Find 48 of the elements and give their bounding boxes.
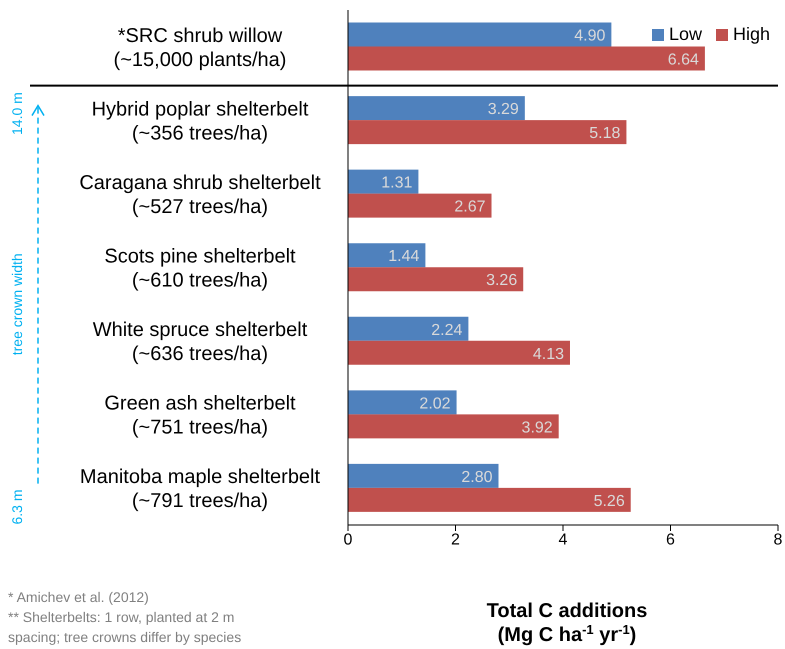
data-label: 6.64 <box>668 52 699 69</box>
text: * Amichev et al. (2012) <box>8 589 149 605</box>
y-tick-label: White spruce shelterbelt (~636 trees/ha) <box>92 319 308 366</box>
bar <box>348 22 612 47</box>
y-tick-label: *SRC shrub willow (~15,000 plants/ha) <box>114 24 286 71</box>
data-label: 2.67 <box>454 198 486 216</box>
bar <box>348 170 418 194</box>
data-label: 1.31 <box>381 174 413 192</box>
legend-label: Low <box>668 24 702 45</box>
data-label: 2.80 <box>461 468 493 486</box>
data-label: 2.02 <box>419 395 451 412</box>
data-label: 5.18 <box>589 125 621 142</box>
bar <box>348 340 570 365</box>
bar <box>348 243 426 268</box>
bar <box>348 488 631 512</box>
bar <box>348 46 705 71</box>
y-tick-label: Manitoba maple shelterbelt (~791 trees/ha) <box>80 466 321 512</box>
x-tick-label: 6 <box>666 531 676 548</box>
x-axis-title: Total C additions (Mg C ha$^{-1}$ yr$^{-1}$) <box>486 600 648 646</box>
data-label: 5.26 <box>594 492 625 510</box>
text: 6.3 m <box>9 489 25 525</box>
data-label: 1.44 <box>388 248 420 266</box>
x-tick-label: 2 <box>451 531 460 548</box>
data-label: 3.92 <box>522 419 553 436</box>
bar <box>348 267 524 292</box>
y-tick-label: Caragana shrub shelterbelt (~527 trees/ha) <box>79 172 322 218</box>
x-tick-label: 8 <box>774 531 783 548</box>
data-label: 4.90 <box>574 28 606 45</box>
bar <box>348 194 492 218</box>
bar <box>348 120 626 144</box>
y-tick-label: Green ash shelterbelt (~751 trees/ha) <box>104 392 296 439</box>
bar <box>348 96 525 120</box>
data-label: 3.26 <box>486 272 518 290</box>
legend-label: High <box>732 24 770 45</box>
bar <box>348 316 468 341</box>
y-tick-label: Hybrid poplar shelterbelt (~356 trees/ha) <box>92 98 309 144</box>
text: ** Shelterbelts: 1 row, planted at 2 m spacing; tree crowns differ by species <box>8 609 242 645</box>
x-tick-label: 4 <box>558 531 568 548</box>
data-label: 3.29 <box>488 101 519 118</box>
x-tick-label: 0 <box>344 531 353 548</box>
text: tree crown width <box>9 253 25 356</box>
bar <box>348 464 498 488</box>
data-label: 2.24 <box>431 322 462 339</box>
text: 14.0 m <box>9 92 25 135</box>
bar <box>348 390 457 414</box>
bar <box>348 414 559 438</box>
y-tick-label: Scots pine shelterbelt (~610 trees/ha) <box>104 246 296 292</box>
data-label: 4.13 <box>532 346 564 363</box>
